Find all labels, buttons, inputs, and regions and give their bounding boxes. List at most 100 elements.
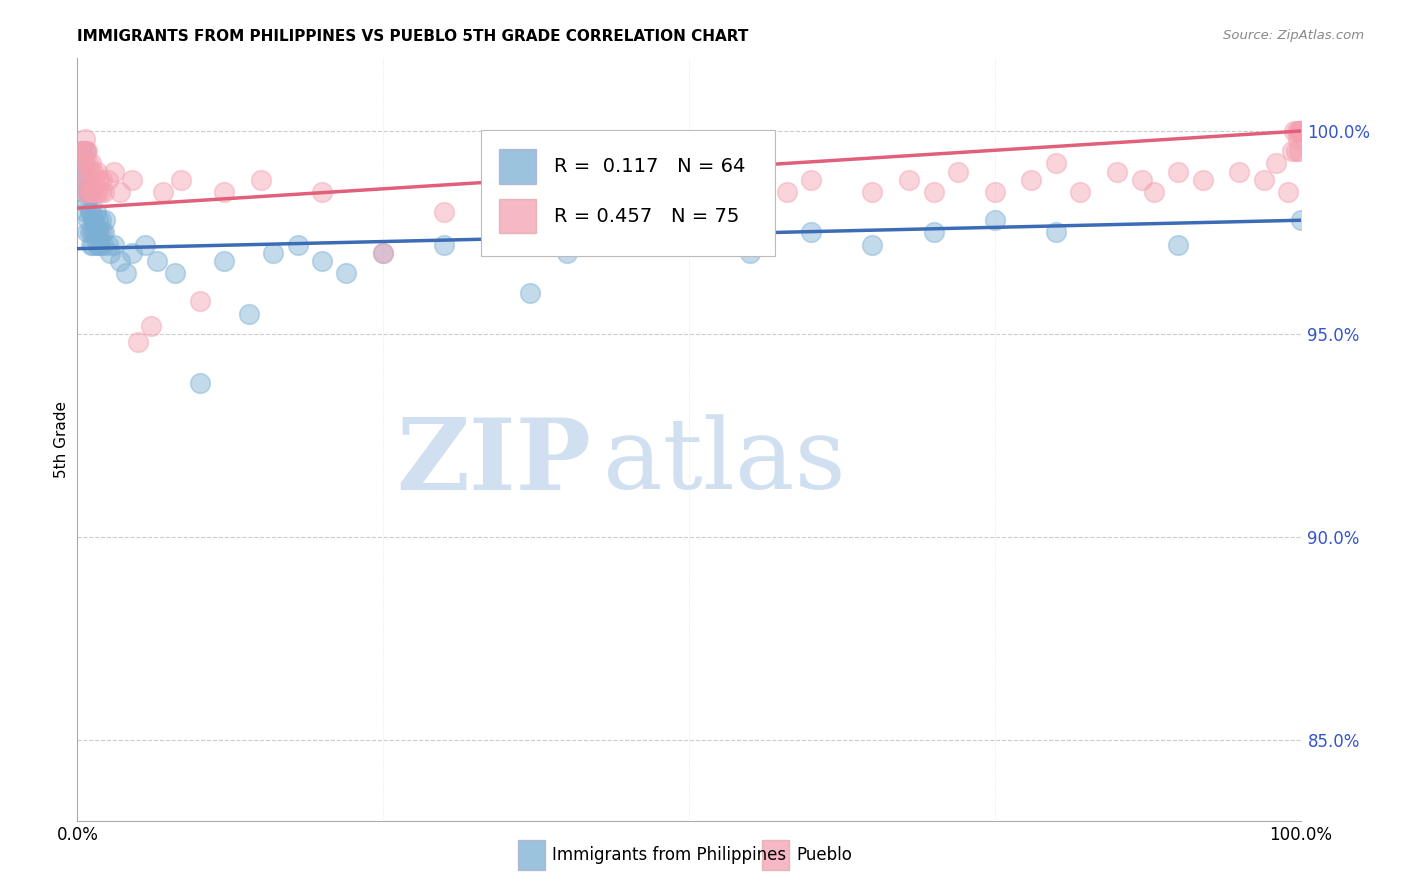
Point (73, 156, 96, 170)
Point (1229, 164, 1251, 178)
Point (73, 172, 96, 186)
Point (94, 213, 117, 227)
Point (740, 245, 762, 260)
Point (678, 185, 700, 199)
Point (495, 226, 517, 240)
Text: ZIP: ZIP (396, 414, 591, 511)
Point (76, 213, 98, 227)
Point (75, 205, 97, 219)
Point (121, 172, 143, 186)
Point (1289, 213, 1312, 227)
Point (91, 237, 114, 252)
Point (433, 237, 456, 252)
Point (800, 172, 823, 186)
Point (188, 294, 211, 309)
Point (83, 213, 105, 227)
Point (103, 237, 125, 252)
Point (97, 237, 120, 252)
Point (75, 132, 97, 146)
Point (79, 226, 101, 240)
Point (80, 226, 103, 240)
Point (1045, 226, 1067, 240)
Point (115, 266, 138, 280)
Point (1167, 164, 1189, 178)
Point (800, 226, 823, 240)
Text: R = 0.457   N = 75: R = 0.457 N = 75 (554, 207, 740, 226)
Point (84, 226, 107, 240)
Point (79, 185, 101, 199)
Point (922, 226, 945, 240)
Point (212, 253, 235, 268)
Y-axis label: 5th Grade: 5th Grade (53, 401, 69, 478)
Point (82, 213, 104, 227)
Point (984, 185, 1007, 199)
Point (121, 245, 143, 260)
Point (80, 237, 103, 252)
Point (73, 185, 96, 199)
Point (87, 185, 110, 199)
Point (93, 185, 115, 199)
FancyBboxPatch shape (499, 199, 536, 234)
Text: Source: ZipAtlas.com: Source: ZipAtlas.com (1223, 29, 1364, 42)
Point (80, 156, 103, 170)
Point (555, 245, 578, 260)
Point (87, 237, 110, 252)
Point (79, 205, 101, 219)
Point (1069, 185, 1091, 199)
Point (72, 145, 94, 159)
Point (90, 172, 112, 186)
Point (103, 164, 125, 178)
Point (776, 185, 799, 199)
Point (76, 226, 98, 240)
Point (108, 253, 131, 268)
Point (146, 253, 169, 268)
Point (90, 185, 112, 199)
Point (212, 185, 235, 199)
Point (1191, 172, 1213, 186)
Point (86, 237, 108, 252)
Point (579, 226, 602, 240)
Point (1253, 172, 1275, 186)
Point (519, 286, 541, 301)
Point (84, 185, 107, 199)
Point (678, 226, 700, 240)
Point (80, 185, 103, 199)
Point (1021, 172, 1043, 186)
Point (83, 226, 105, 240)
Text: R =  0.117   N = 64: R = 0.117 N = 64 (554, 157, 745, 176)
Point (165, 266, 187, 280)
Point (134, 237, 156, 252)
Point (90, 226, 112, 240)
Point (371, 245, 394, 260)
Point (86, 226, 108, 240)
Point (371, 245, 394, 260)
FancyBboxPatch shape (517, 839, 544, 871)
Point (250, 172, 273, 186)
Point (1289, 124, 1312, 138)
Point (108, 185, 131, 199)
Point (70, 145, 93, 159)
Point (495, 185, 517, 199)
Point (1289, 124, 1312, 138)
Point (1288, 145, 1310, 159)
Point (70, 145, 93, 159)
Point (1289, 124, 1312, 138)
Point (79, 164, 101, 178)
Point (238, 307, 260, 321)
Point (946, 164, 969, 178)
Point (82, 237, 104, 252)
Point (1281, 145, 1303, 159)
Point (70, 164, 93, 178)
Point (433, 205, 456, 219)
Point (152, 185, 174, 199)
Point (76, 145, 98, 159)
Point (1167, 237, 1189, 252)
Point (87, 213, 110, 227)
Point (93, 226, 115, 240)
Point (1265, 156, 1288, 170)
Point (555, 172, 578, 186)
Point (262, 245, 284, 260)
Point (617, 237, 640, 252)
Point (139, 318, 162, 333)
FancyBboxPatch shape (762, 839, 789, 871)
